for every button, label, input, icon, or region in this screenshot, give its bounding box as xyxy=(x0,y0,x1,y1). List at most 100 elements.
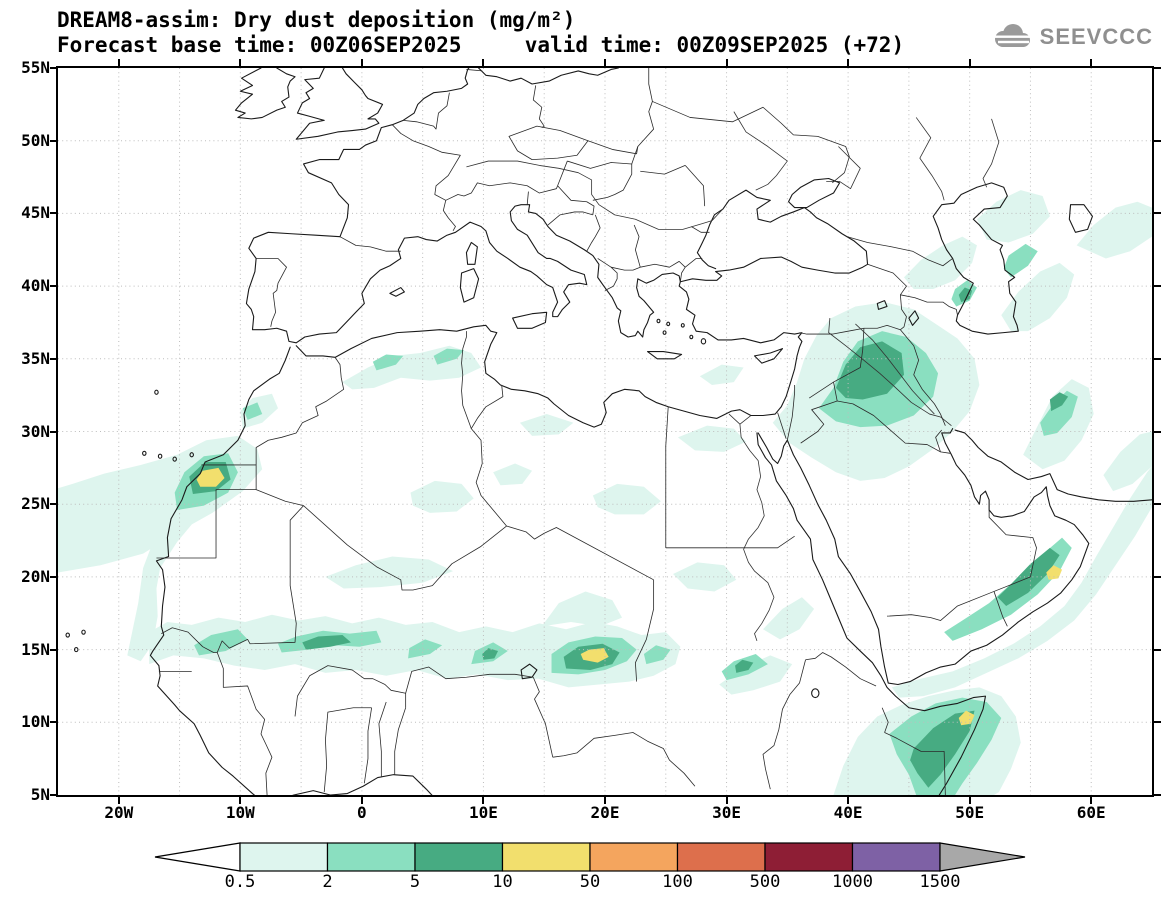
border-czech xyxy=(509,126,588,159)
border-ly-ne-td xyxy=(507,526,654,580)
island-dot xyxy=(158,454,161,458)
lat-tick-label: 50N xyxy=(21,130,50,150)
lon-tick-bottom xyxy=(360,797,363,804)
lon-tick-top xyxy=(239,59,242,66)
lat-tick-left xyxy=(50,285,57,288)
lon-tick-bottom xyxy=(847,797,850,804)
island-dot xyxy=(690,335,693,338)
border-de-dk xyxy=(466,69,482,70)
border-benelux-de xyxy=(403,93,449,129)
border-kuwait xyxy=(936,430,951,453)
basemap-line-layer xyxy=(66,68,1152,795)
border-it-si xyxy=(527,192,528,205)
border-iq-ir xyxy=(900,330,945,426)
border-moldova xyxy=(685,165,704,206)
border-dz-ly-tn xyxy=(471,385,506,526)
island-crete xyxy=(648,352,682,359)
seevccc-logo: SEEVCCC xyxy=(989,22,1153,52)
lat-tick-right xyxy=(1154,430,1161,433)
island-dot xyxy=(681,324,684,327)
lat-tick-right xyxy=(1154,212,1161,215)
legend-tick-label: 0.5 xyxy=(224,872,256,892)
legend-segment-5 xyxy=(589,842,679,872)
legend-segment-1 xyxy=(239,842,329,872)
border-mk-bg xyxy=(611,267,640,270)
lon-tick-bottom xyxy=(117,797,120,804)
coastline-azov xyxy=(789,179,840,208)
river-danube xyxy=(466,161,722,229)
lat-tick-label: 25N xyxy=(21,494,50,514)
border-gr-bg-tr xyxy=(640,261,685,281)
border-ng-cm-td xyxy=(533,677,552,757)
border-eg-sd xyxy=(666,536,795,548)
river-euphrates xyxy=(829,318,952,426)
lat-tick-left xyxy=(50,139,57,142)
lon-tick-bottom xyxy=(968,797,971,804)
lon-tick-top xyxy=(482,59,485,66)
legend-segment-7 xyxy=(764,842,854,872)
island-dot xyxy=(155,390,158,394)
legend-tick-label: 2 xyxy=(322,872,333,892)
border-rs-bg xyxy=(634,225,640,267)
border-ro-ua xyxy=(640,165,685,174)
legend-tick-label: 1500 xyxy=(919,872,961,892)
coastline-iran-south xyxy=(955,430,1152,501)
legend-tick-label: 50 xyxy=(579,872,601,892)
river-nile xyxy=(729,414,774,641)
legend-arrow-high xyxy=(939,842,1026,872)
lat-tick-label: 5N xyxy=(30,785,50,804)
lon-tick-top xyxy=(117,59,120,66)
border-dz-ml-ne xyxy=(256,490,506,590)
border-iq-sa xyxy=(837,401,940,452)
river-ural xyxy=(983,119,999,187)
lat-tick-left xyxy=(50,212,57,215)
lon-tick-label: 20E xyxy=(590,803,620,822)
lat-tick-label: 20N xyxy=(21,566,50,586)
legend-tick-label: 5 xyxy=(409,872,421,892)
island-dot xyxy=(173,457,176,461)
border-sk-ua-pl xyxy=(567,68,653,168)
lon-tick-label: 40E xyxy=(833,803,863,822)
border-mr-ml-sn xyxy=(161,506,303,653)
coastline-aral xyxy=(1069,205,1092,233)
lat-tick-label: 40N xyxy=(21,276,50,296)
lat-tick-label: 45N xyxy=(21,203,50,223)
lat-tick-label: 30N xyxy=(21,421,50,441)
border-ua-ru xyxy=(652,101,849,182)
border-sd-et xyxy=(763,660,806,789)
border-ro-bg xyxy=(691,226,709,232)
coastline-sinai xyxy=(758,433,787,464)
island-cyprus xyxy=(755,349,783,364)
lat-tick-label: 10N xyxy=(21,712,50,732)
lat-tick-left xyxy=(50,67,57,69)
coastline-med-blacksea xyxy=(296,190,867,427)
border-sy-iq xyxy=(809,328,864,398)
coastline-baltic xyxy=(479,68,619,84)
lat-tick-right xyxy=(1154,357,1161,360)
border-bg-tr xyxy=(685,258,702,267)
legend-tick-label: 100 xyxy=(662,872,693,892)
dust-contour-layer xyxy=(58,190,1152,795)
lat-tick-right xyxy=(1154,139,1161,142)
lon-tick-label: 60E xyxy=(1076,803,1106,822)
border-hu-hr-rs xyxy=(558,186,594,215)
island-dot xyxy=(657,319,660,322)
border-pl-sk xyxy=(588,141,638,154)
legend-arrow-low xyxy=(154,842,241,872)
border-tg-bj xyxy=(379,702,386,778)
island-sicily xyxy=(513,312,547,328)
lat-tick-right xyxy=(1154,503,1161,506)
coastline-africa-atlantic xyxy=(150,347,290,795)
legend-segment-4 xyxy=(501,842,591,872)
border-tr-sy-iq xyxy=(799,325,900,334)
lon-tick-label: 10E xyxy=(468,803,498,822)
legend-segment-3 xyxy=(414,842,504,872)
color-scale-legend xyxy=(154,842,1026,872)
lake-tana xyxy=(812,689,819,698)
cloud-logo-icon xyxy=(993,24,1031,47)
border-ma-dz xyxy=(256,357,344,465)
border-ro-hu xyxy=(593,164,632,200)
river-tigris xyxy=(855,324,934,414)
lon-tick-bottom xyxy=(239,797,242,804)
